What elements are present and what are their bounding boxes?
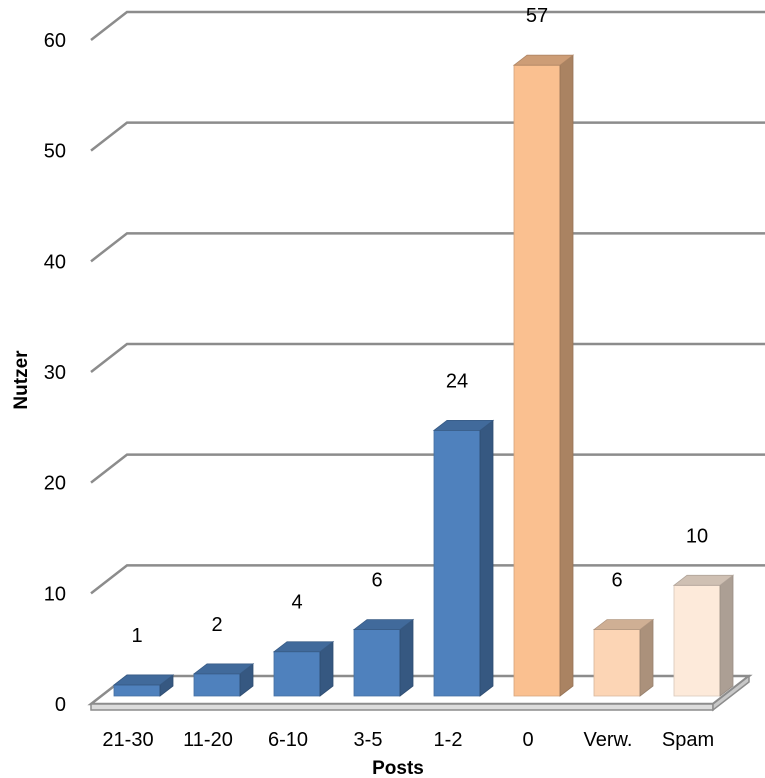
y-tick-label: 20 <box>44 473 66 495</box>
x-axis-title: Posts <box>372 758 424 778</box>
bar-front <box>273 651 321 697</box>
x-tick-label: 0 <box>522 729 533 751</box>
bar-front <box>513 64 561 697</box>
gridline <box>90 232 765 263</box>
chart-floor <box>87 674 753 712</box>
x-tick-label: Verw. <box>584 729 633 751</box>
data-label: 4 <box>291 592 302 614</box>
bar-top <box>672 574 735 586</box>
y-tick-label: 40 <box>44 251 66 273</box>
y-tick-label: 30 <box>44 362 66 384</box>
data-label: 1 <box>131 625 142 647</box>
bar-top <box>272 641 335 653</box>
x-tick-label: 11-20 <box>183 729 233 751</box>
gridline <box>90 10 765 41</box>
bar-top <box>512 54 575 66</box>
gridline <box>90 453 765 484</box>
y-tick-label: 50 <box>44 141 66 163</box>
gridlines <box>90 10 765 595</box>
data-label: 10 <box>686 525 708 547</box>
data-label: 2 <box>211 614 222 636</box>
x-axis-ticks: 21-30 11-20 6-10 3-5 1-2 0 Verw. Spam <box>102 729 714 751</box>
bar-top <box>592 619 655 630</box>
x-tick-label: 1-2 <box>434 729 463 751</box>
y-axis-title: Nutzer <box>11 350 32 410</box>
bar-side <box>559 54 574 697</box>
bar-side <box>399 618 414 697</box>
gridline <box>90 564 765 595</box>
y-tick-label: 10 <box>44 583 66 605</box>
y-tick-label: 60 <box>44 30 66 52</box>
x-tick-label: 3-5 <box>354 729 383 751</box>
bar-front <box>113 684 161 697</box>
y-tick-label: 0 <box>55 694 66 716</box>
bar-side <box>639 618 654 697</box>
bar-side <box>479 419 494 697</box>
bar-front <box>593 629 641 697</box>
data-label: 57 <box>526 5 548 27</box>
gridline <box>90 121 765 152</box>
gridline <box>90 342 765 373</box>
bar-top <box>112 674 175 686</box>
bar-side <box>719 574 734 697</box>
bar-front <box>673 584 721 697</box>
bar-top <box>192 663 255 675</box>
bar-front <box>193 673 241 697</box>
x-tick-label: 6-10 <box>268 729 308 751</box>
data-label: 24 <box>446 370 468 392</box>
bar-top <box>352 619 415 630</box>
data-label: 6 <box>611 570 622 592</box>
x-tick-label: Spam <box>662 729 714 751</box>
floor-front <box>90 703 714 711</box>
bar-front <box>433 429 481 697</box>
bar-front <box>353 629 401 697</box>
data-label: 6 <box>371 570 382 592</box>
floor-side <box>712 674 750 712</box>
bar-top <box>432 419 495 431</box>
x-tick-label: 21-30 <box>102 729 153 751</box>
bars <box>112 54 735 697</box>
y-axis-ticks: 0 10 20 30 40 50 60 <box>44 30 66 716</box>
